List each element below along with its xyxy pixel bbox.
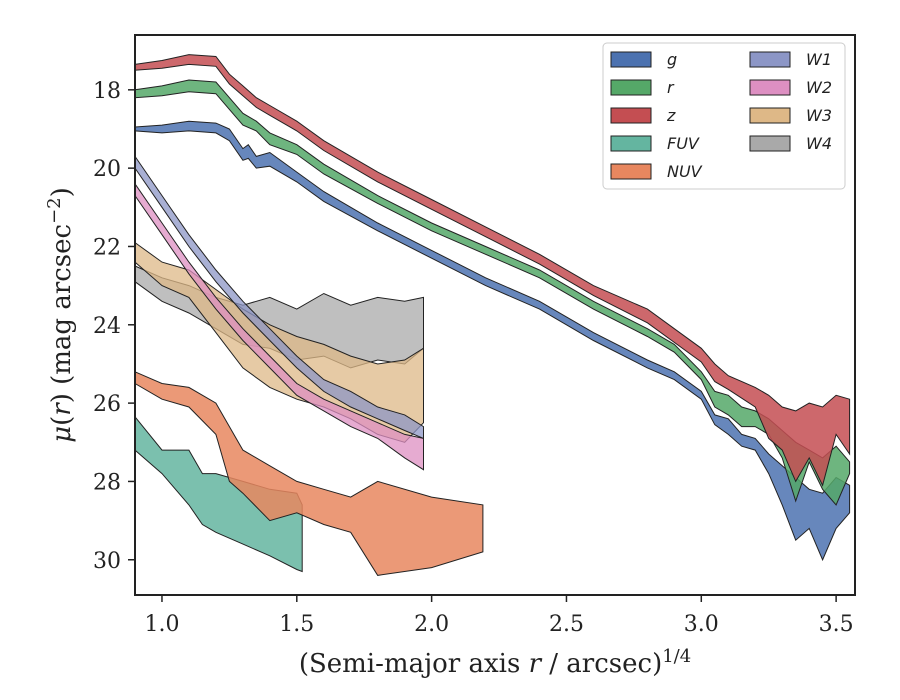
y-tick-label: 20 xyxy=(93,157,121,182)
y-tick-label: 28 xyxy=(93,470,121,495)
legend-swatch-w2 xyxy=(749,79,791,96)
series-band-z xyxy=(134,54,851,487)
y-tick-label: 24 xyxy=(93,314,121,339)
y-tick-label: 22 xyxy=(93,235,121,260)
x-tick-label: 2.5 xyxy=(549,612,584,637)
legend: grz FUV NUV W1 W2 W3 W4 xyxy=(602,42,846,190)
y-tick-label: 30 xyxy=(93,549,121,574)
axis-ticks: 1.0 1.5 2.0 2.5 3.0 3.5 18 20 22 24 26 28 30 xyxy=(93,79,854,637)
legend-swatch-g xyxy=(610,51,652,68)
x-tick-label: 3.0 xyxy=(684,612,719,637)
series-band-w2 xyxy=(134,182,424,471)
legend-swatch-r xyxy=(610,79,652,96)
legend-label-w4: W4 xyxy=(806,134,832,153)
plot-frame xyxy=(134,34,856,596)
series-band-fuv xyxy=(134,415,303,573)
legend-label-z: z xyxy=(666,106,676,125)
x-axis-title: (Semi-major axis r / arcsec)1/4 xyxy=(299,646,691,679)
legend-label-w2: W2 xyxy=(806,78,832,97)
plot-series-layer xyxy=(134,54,851,576)
series-band-g xyxy=(134,120,851,562)
series-band-w1 xyxy=(134,154,424,440)
legend-swatch-nuv xyxy=(610,163,652,180)
legend-label-fuv: FUV xyxy=(667,134,700,153)
x-tick-label: 2.0 xyxy=(414,612,449,637)
y-tick-label: 18 xyxy=(93,79,121,104)
x-tick-label: 1.5 xyxy=(279,612,314,637)
legend-label-g: g xyxy=(667,50,677,69)
legend-swatch-w1 xyxy=(749,51,791,68)
legend-label-w3: W3 xyxy=(806,106,832,125)
legend-swatch-w4 xyxy=(749,135,791,152)
legend-label-w1: W1 xyxy=(806,50,832,69)
y-axis-title: μ(r) (mag arcsec−2) xyxy=(44,187,77,443)
legend-swatch-fuv xyxy=(610,135,652,152)
legend-swatch-z xyxy=(610,107,652,124)
x-tick-label: 1.0 xyxy=(144,612,179,637)
series-band-nuv xyxy=(134,371,484,576)
series-band-r xyxy=(134,79,851,506)
legend-label-nuv: NUV xyxy=(667,162,703,181)
x-tick-label: 3.5 xyxy=(819,612,854,637)
legend-swatch-w3 xyxy=(749,107,791,124)
y-tick-label: 26 xyxy=(93,392,121,417)
legend-label-r: r xyxy=(667,78,675,97)
